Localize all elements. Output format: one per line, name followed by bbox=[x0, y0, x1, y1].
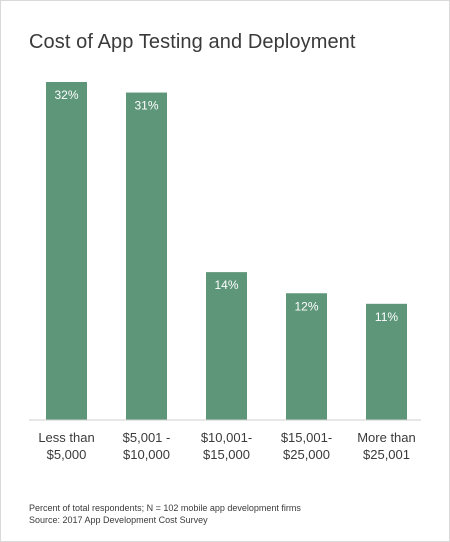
bar-1 bbox=[126, 92, 167, 420]
bar-value-label-0: 32% bbox=[54, 88, 78, 102]
category-label-2: $10,001-$15,000 bbox=[201, 430, 252, 462]
category-label-1: $5,001 -$10,000 bbox=[123, 430, 171, 462]
footnote-respondents: Percent of total respondents; N = 102 mo… bbox=[29, 503, 301, 513]
category-label-3: $15,001-$25,000 bbox=[281, 430, 332, 462]
bar-value-label-4: 11% bbox=[375, 310, 398, 324]
bar-value-label-3: 12% bbox=[294, 299, 318, 313]
footnote-source: Source: 2017 App Development Cost Survey bbox=[29, 515, 208, 525]
category-label-4: More than $25,001 bbox=[357, 430, 416, 462]
chart-title: Cost of App Testing and Deployment bbox=[29, 31, 356, 53]
bar-0 bbox=[46, 82, 87, 420]
category-label-0: Less than $5,000 bbox=[38, 430, 94, 462]
bar-value-label-1: 31% bbox=[134, 99, 158, 113]
bar-2 bbox=[206, 272, 247, 420]
bar-3 bbox=[286, 293, 327, 420]
bar-chart: 32% Less than $5,000 31% $5,001 -$10,000 14% $… bbox=[29, 82, 421, 462]
bar-4 bbox=[366, 303, 407, 420]
bar-value-label-2: 14% bbox=[214, 278, 238, 292]
footnote: Percent of total respondents; N = 102 mo… bbox=[29, 502, 301, 526]
